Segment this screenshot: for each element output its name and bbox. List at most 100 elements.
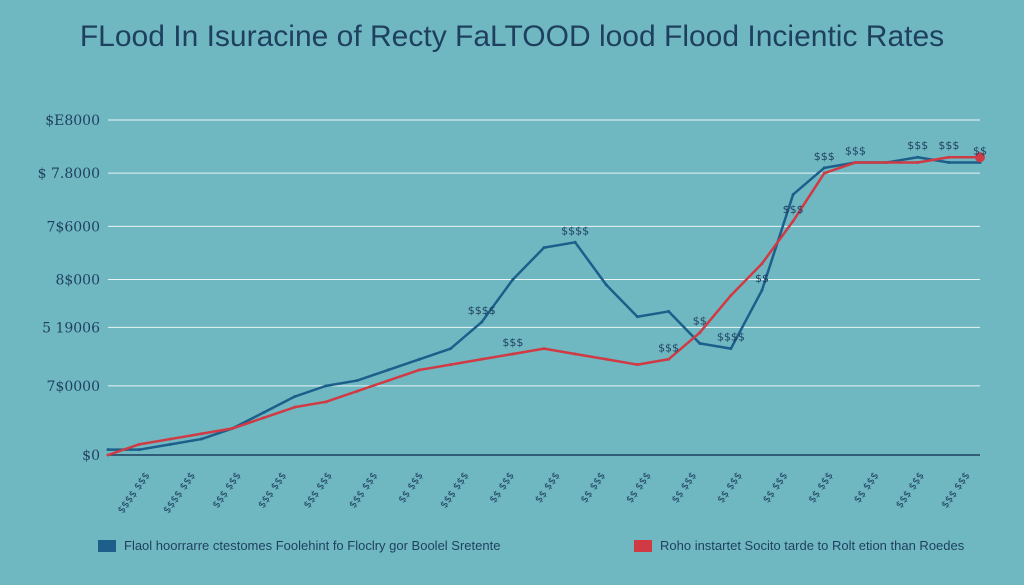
data-point	[698, 331, 702, 335]
legend-item-series-2: Roho instartet Socito tarde to Rolt etio…	[634, 538, 964, 553]
data-point	[916, 155, 920, 159]
data-point	[667, 309, 671, 313]
data-point	[635, 363, 639, 367]
x-tick-label: $$$ $$$	[302, 470, 335, 510]
x-tick-label: $$ $$$	[579, 470, 608, 505]
x-tick-label: $$$ $$$	[348, 470, 381, 510]
series-line-1	[108, 155, 980, 451]
legend-swatch-series-2	[634, 539, 652, 552]
data-point	[449, 363, 453, 367]
data-label: $$$	[502, 336, 523, 349]
data-point	[199, 432, 203, 436]
data-point	[947, 161, 951, 165]
data-point	[947, 155, 951, 159]
x-tick-label: $$$$ $$$	[162, 470, 198, 515]
data-point	[480, 320, 484, 324]
data-point	[262, 416, 266, 420]
series-line-2	[107, 155, 980, 457]
y-tick-label: 5 19006	[42, 320, 100, 336]
data-point	[760, 288, 764, 292]
data-label: $$$	[814, 150, 835, 163]
data-point	[822, 166, 826, 170]
data-point	[729, 347, 733, 351]
data-label: $$$	[658, 341, 679, 354]
data-point	[822, 171, 826, 175]
data-point	[698, 341, 702, 345]
y-tick-label: 7$6000	[47, 219, 100, 235]
data-label: $$$	[907, 139, 928, 152]
x-tick-label: $$ $$$	[852, 470, 881, 505]
data-label: $$$$	[468, 304, 496, 317]
data-point	[168, 442, 172, 446]
data-point	[573, 240, 577, 244]
chart-title: FLood In Isuracine of Recty FaLTOOD lood…	[79, 20, 945, 53]
x-tick-label: $$ $$$	[670, 470, 699, 505]
legend-swatch-series-1	[98, 539, 116, 552]
x-tick-label: $$$ $$$	[894, 470, 927, 510]
x-tick-label: $$ $$$	[397, 470, 426, 505]
data-point	[604, 357, 608, 361]
y-tick-label: 7$0000	[47, 379, 100, 395]
data-point	[231, 426, 235, 430]
data-point	[324, 400, 328, 404]
data-point	[324, 384, 328, 388]
data-point	[635, 315, 639, 319]
data-label: $$	[755, 272, 769, 285]
data-point	[137, 448, 141, 452]
x-tick-label: $$ $$$	[533, 470, 562, 505]
y-tick-label: $E8000	[45, 113, 100, 129]
data-point	[168, 437, 172, 441]
x-tick-label: $$$ $$$	[439, 470, 472, 510]
data-point	[791, 219, 795, 223]
data-point	[386, 379, 390, 383]
data-label: $$$	[845, 145, 866, 158]
series-end-marker	[975, 152, 985, 163]
data-label: $$	[693, 315, 707, 328]
data-point	[604, 283, 608, 287]
data-point	[106, 453, 110, 457]
x-tick-label: $$ $$$	[488, 470, 517, 505]
data-point	[542, 246, 546, 250]
x-tick-label: $$ $$$	[761, 470, 790, 505]
data-point	[573, 352, 577, 356]
data-point	[417, 368, 421, 372]
y-tick-label: $ 7.8000	[38, 166, 100, 182]
x-tick-label: $$ $$$	[716, 470, 745, 505]
data-point	[511, 352, 515, 356]
data-label: $$$$	[561, 224, 589, 237]
data-point	[386, 368, 390, 372]
x-tick-label: $$$ $$$	[256, 470, 289, 510]
data-point	[729, 293, 733, 297]
legend-label-series-2: Roho instartet Socito tarde to Rolt etio…	[660, 538, 965, 553]
data-point	[293, 405, 297, 409]
data-point	[542, 347, 546, 351]
data-point	[853, 161, 857, 165]
data-point	[355, 379, 359, 383]
data-point	[355, 389, 359, 393]
data-label: $$$	[783, 203, 804, 216]
data-point	[137, 442, 141, 446]
data-point	[480, 357, 484, 361]
x-tick-label: $$$ $$$	[940, 470, 973, 510]
data-point	[293, 395, 297, 399]
x-tick-label: $$$ $$$	[211, 470, 244, 510]
legend-item-series-1: Flaol hoorrarre ctestomes Foolehint fo F…	[98, 538, 500, 553]
x-tick-label: $$ $$$	[807, 470, 836, 505]
data-point	[106, 448, 110, 452]
data-point	[511, 278, 515, 282]
data-point	[417, 357, 421, 361]
data-label: $$$$	[717, 331, 745, 344]
data-label: $$$	[938, 139, 959, 152]
data-point	[760, 262, 764, 266]
data-point	[262, 410, 266, 414]
y-tick-label: $0	[82, 448, 100, 464]
data-point	[885, 161, 889, 165]
data-point	[791, 192, 795, 196]
data-point	[667, 357, 671, 361]
data-label: $$	[973, 145, 987, 158]
x-tick-label: $$$$ $$$	[116, 470, 152, 515]
y-tick-label: 8$000	[55, 273, 100, 289]
data-point	[916, 161, 920, 165]
legend-label-series-1: Flaol hoorrarre ctestomes Foolehint fo F…	[124, 538, 501, 553]
